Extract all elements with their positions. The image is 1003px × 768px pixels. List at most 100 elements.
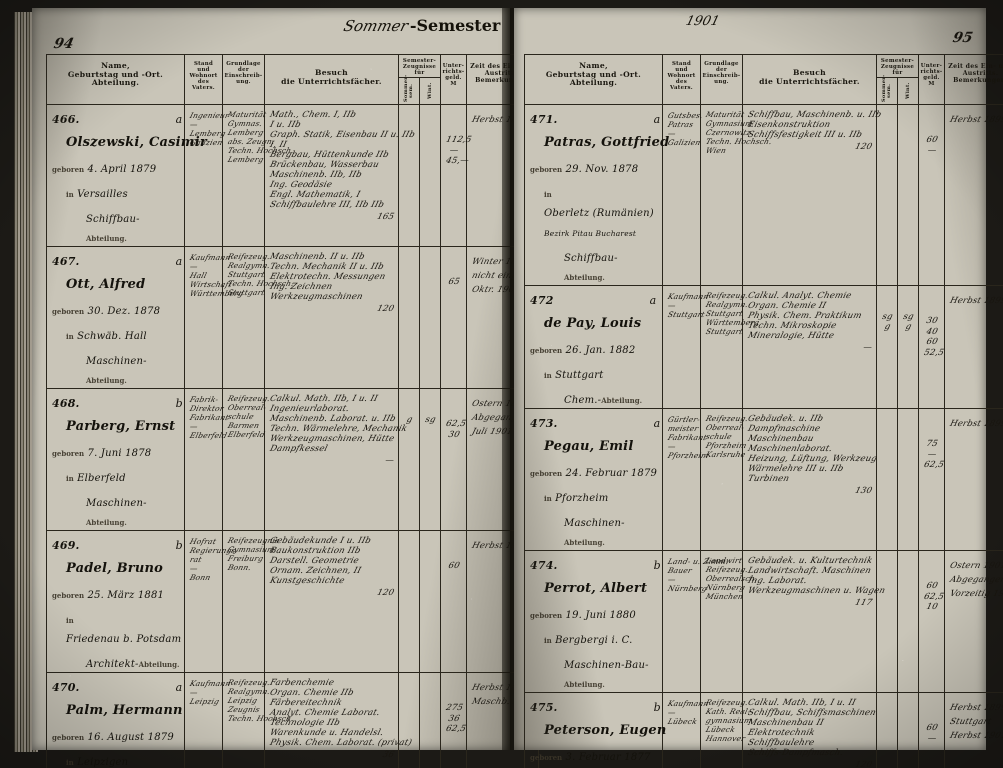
- label-geboren: geboren: [52, 449, 85, 459]
- cell-bemerkungen: Herbst 1899: [944, 104, 1003, 287]
- vater-line: —: [188, 564, 199, 574]
- col-name-line1: Name,: [101, 61, 130, 70]
- cell-name: 475. b Peterson, Eugen geboren 3. Februar 1…: [524, 692, 667, 768]
- col-geld-line2-right: richts-: [920, 69, 943, 76]
- cell-name: 466. a Olszewski, Casimir geboren 4. April …: [46, 104, 207, 248]
- entry-birthdate: 7. Juni 1878: [84, 448, 152, 460]
- grundlage-line: Gymnasium: [226, 545, 276, 555]
- label-abteilung: Abteilung.: [86, 234, 127, 244]
- fach-line: Maschinenb. II u. IIb: [268, 252, 366, 263]
- cell-faecher: Calkul. Math. IIb, I u. II Schiffbau, Sch…: [742, 692, 877, 768]
- col-stand-line3-right: Wohnort: [667, 73, 696, 80]
- col-zeugnis-winter-right: Wint.: [904, 82, 911, 100]
- page-number-left: 94: [52, 36, 76, 52]
- right-page-sheet: 95 Name, Geburtstag und -Ort. Abteilung.: [514, 8, 1003, 768]
- entry-number: 467.: [52, 255, 80, 269]
- fach-line: Heizung, Lüftung, Werkzeug: [746, 454, 879, 465]
- grundlage-line: Württemberg: [704, 318, 761, 328]
- entry-abteilung: Architekt-: [86, 659, 139, 671]
- zeugnis-winter-value-2: g: [904, 322, 913, 333]
- bemerkung-line: Herbst 1899: [948, 296, 1003, 307]
- label-abteilung: Abteilung.: [564, 680, 605, 690]
- fach-line: Gebäudek. u. IIb: [746, 414, 825, 425]
- cell-zeugnis-sommer: [398, 246, 420, 390]
- col-zeit-line1-right: Zeit des Ein- und: [948, 63, 1003, 70]
- bemerkung-line: Herbst 1899: [948, 419, 1003, 430]
- entry-birthplace: Pforzheim: [551, 493, 609, 505]
- entry-number: 471.: [530, 113, 558, 127]
- fach-line: Ornam. Zeichnen, II: [268, 566, 363, 577]
- cell-name: 474. b Perrot, Albert geboren 19. Juni 1880…: [524, 550, 663, 694]
- cell-vater: Gürtler-meister Fabrikant — Pforzheim: [662, 408, 710, 552]
- fach-line: Werkzeugmaschinen: [268, 292, 364, 303]
- col-zeugnis-sommer-right: Sommer-sem.: [881, 74, 892, 103]
- fach-line: I u. IIb: [268, 120, 303, 131]
- fach-line: Wärmelehre III u. IIb: [746, 464, 845, 475]
- fach-line: Maschinenbau: [746, 434, 815, 445]
- vater-line: Gürtler-: [666, 415, 702, 425]
- grundlage-line: Nürnberg: [704, 583, 747, 593]
- vater-line: Fabrikant: [666, 433, 708, 443]
- fach-line: Schiffsfestigkeit III u. IIb: [746, 130, 864, 141]
- fach-line: Schiffbau, Maschinenb. u. IIb: [746, 110, 883, 121]
- unterrichtsgeld-value: 30: [447, 429, 461, 440]
- col-stand-line2: und: [197, 67, 210, 74]
- grundlage-line: Hannover: [704, 734, 747, 744]
- grundlage-line: Landwirt: [704, 556, 744, 566]
- fach-line: Darstell. Geometrie: [268, 556, 360, 567]
- cell-faecher: Gebäudek. u. Kulturtechnik Landwirtschaft…: [742, 550, 887, 694]
- entry-birthplace: Friedenau b. Potsdam: [66, 634, 182, 646]
- bemerkung-line: Herbst 1901: [948, 731, 1003, 742]
- grundlage-line: Zeugnis: [226, 705, 261, 715]
- cell-zeugnis-sommer: [876, 104, 898, 287]
- unterrichtsgeld-value: —: [926, 733, 938, 744]
- entry-number: 473.: [530, 417, 558, 431]
- cell-grundlage: Reifezeug. Realgymn. Leipzig Zeugnis Techn. …: [222, 672, 296, 768]
- vater-line: —: [666, 442, 677, 452]
- unterrichtsgeld-value: 52,5: [922, 348, 945, 359]
- fach-line: Werkzeugmaschinen u. Wagen: [746, 586, 887, 597]
- unterrichtsgeld-value: 275: [444, 703, 465, 714]
- label-in: in: [544, 494, 552, 504]
- col-grund-line1: Grundlage: [226, 61, 261, 67]
- grundlage-line: Techn. Hochsch.: [226, 714, 296, 724]
- fach-line: Calkul. Analyt. Chemie: [746, 291, 853, 302]
- label-geboren: geboren: [530, 469, 563, 479]
- entry-abteilung: Schiffbau-: [86, 214, 140, 226]
- col-stand-line5-right: Vaters.: [670, 85, 693, 92]
- col-stand-line3: Wohnort: [189, 73, 218, 80]
- fach-line: Werkzeugmaschinen, Hütte: [268, 434, 396, 445]
- grundlage-line: Lemberg: [226, 155, 265, 165]
- cell-name: 469. b Padel, Bruno geboren 25. März 1881 in…: [46, 530, 185, 674]
- unterrichtsgeld-value: 65: [447, 277, 461, 288]
- col-header-name: Name, Geburtstag und -Ort. Abteilung.: [46, 53, 185, 106]
- grundlage-line: Maturität: [704, 110, 746, 120]
- col-zeugnis-sommer: Sommer-sem.: [403, 74, 414, 103]
- grundlage-line: Oberreal-: [704, 423, 746, 433]
- fach-line: Bergbau, Hüttenkunde IIb: [268, 150, 390, 161]
- fach-line: Techn. Wärmelehre, Mechanik: [268, 424, 409, 435]
- col-name-line2-right: Geburtstag und -Ort.: [545, 69, 642, 79]
- cell-unterrichtsgeld: 60: [440, 530, 467, 674]
- cell-grundlage: Landwirt Reifezeug. Oberrealsch. Nürnberg Mü…: [700, 550, 759, 694]
- cell-zeugnis-winter: [419, 672, 441, 768]
- left-page: 94 Name, Geburtstag und -Ort. Abteilung.: [32, 8, 558, 768]
- cell-vater: Kaufmann — Stuttgart: [662, 285, 710, 410]
- grundlage-line: Reifezeug.: [704, 565, 750, 575]
- col-stand-line5: Vaters.: [192, 85, 215, 92]
- cell-vater: Land- u. Zimm. Bauer — Nürnberg: [662, 550, 730, 694]
- faecher-sum: 36: [381, 750, 396, 761]
- col-stand-line4-right: des: [675, 79, 688, 86]
- entry-birthplace: Bergbergi i. C.: [551, 635, 633, 647]
- fach-line: Techn. Mikroskopie: [746, 321, 838, 332]
- col-header-zeugnisse: Semester- Zeugnisse für Sommer-sem. Wint…: [398, 53, 441, 106]
- cell-faecher: Gebäudek. u. IIb Dampfmaschine Maschinenba…: [742, 408, 879, 552]
- vater-line: Patras: [666, 120, 695, 130]
- col-geld-line3-right: geld.: [923, 75, 940, 82]
- entry-name: Palm, Hermann: [66, 703, 183, 719]
- col-grund-line4: ung.: [236, 79, 251, 86]
- entry-birthdate: 26. Jan. 1882: [562, 345, 636, 357]
- cell-zeugnis-sommer: g: [398, 388, 420, 532]
- faecher-sum: 120: [853, 760, 874, 768]
- cell-zeugnis-winter: [897, 550, 919, 694]
